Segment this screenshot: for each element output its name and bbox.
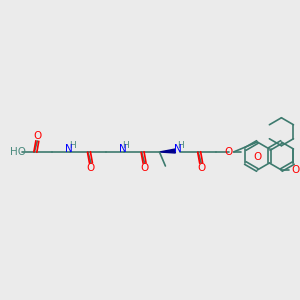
Text: H: H (177, 140, 184, 149)
Text: N: N (174, 144, 182, 154)
Text: H: H (122, 140, 129, 149)
Text: O: O (197, 163, 205, 173)
Text: O: O (253, 152, 262, 162)
Text: O: O (140, 163, 149, 173)
Text: H: H (69, 140, 76, 149)
Text: N: N (119, 144, 127, 154)
Polygon shape (160, 149, 175, 153)
Text: O: O (224, 147, 233, 157)
Text: O: O (291, 165, 299, 175)
Text: HO: HO (10, 147, 26, 157)
Text: O: O (87, 163, 95, 173)
Text: O: O (33, 131, 41, 141)
Text: N: N (65, 144, 73, 154)
